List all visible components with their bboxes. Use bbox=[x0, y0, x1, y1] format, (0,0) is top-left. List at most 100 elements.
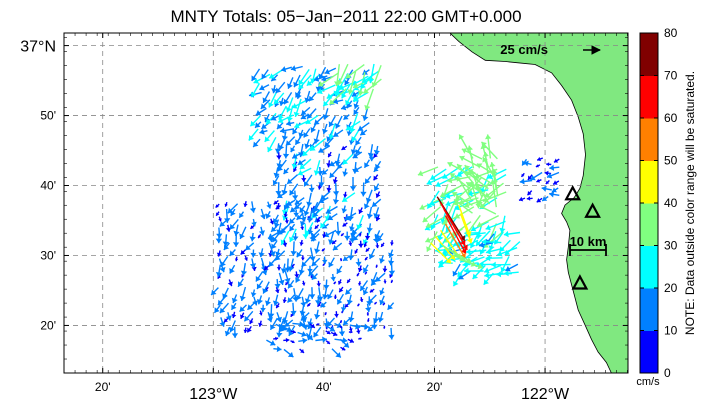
current-vector bbox=[249, 318, 254, 325]
vector-head bbox=[311, 274, 318, 280]
vector-head bbox=[445, 192, 451, 199]
vector-head bbox=[466, 182, 472, 188]
vector-head bbox=[259, 84, 265, 91]
vector-head bbox=[278, 279, 285, 285]
vector-head bbox=[303, 132, 309, 138]
vector-head bbox=[285, 106, 292, 113]
current-vector bbox=[311, 257, 321, 267]
vector-head bbox=[536, 198, 542, 203]
vector-head bbox=[266, 118, 272, 125]
vector-head bbox=[476, 163, 483, 169]
vector-head bbox=[258, 322, 263, 327]
current-vector bbox=[289, 228, 297, 243]
vector-head bbox=[373, 175, 378, 181]
current-vector bbox=[240, 312, 245, 320]
vector-head bbox=[336, 268, 342, 274]
current-vector bbox=[548, 191, 560, 198]
vector-head bbox=[368, 78, 375, 84]
current-vector bbox=[339, 325, 343, 329]
vector-head bbox=[264, 136, 270, 142]
vector-head bbox=[364, 203, 370, 209]
current-vector bbox=[342, 255, 350, 262]
vector-head bbox=[442, 219, 448, 226]
current-vector bbox=[549, 164, 560, 171]
current-vector bbox=[368, 63, 375, 84]
vector-head bbox=[347, 89, 354, 95]
current-vector bbox=[347, 71, 357, 95]
current-vector bbox=[327, 213, 338, 221]
vector-head bbox=[284, 277, 291, 284]
current-vector bbox=[328, 88, 347, 106]
current-vector bbox=[273, 199, 279, 205]
vector-head bbox=[299, 321, 304, 328]
current-vector bbox=[435, 236, 456, 261]
vector-head bbox=[329, 99, 335, 105]
vector-head bbox=[297, 159, 304, 165]
current-vector bbox=[233, 224, 240, 237]
vector-head bbox=[284, 220, 289, 224]
vector-head bbox=[299, 163, 306, 170]
current-vector bbox=[255, 271, 264, 282]
current-vector bbox=[377, 311, 384, 323]
current-vector bbox=[284, 319, 294, 328]
vector-head bbox=[456, 171, 463, 177]
vector-head bbox=[343, 319, 349, 326]
vector-head bbox=[316, 283, 321, 287]
current-vector bbox=[251, 218, 257, 227]
vector-head bbox=[485, 134, 492, 140]
vector-head bbox=[349, 140, 355, 145]
current-vector bbox=[347, 338, 355, 344]
current-vector bbox=[298, 69, 310, 86]
vector-head bbox=[328, 121, 335, 127]
vector-head bbox=[292, 103, 298, 109]
vector-head bbox=[322, 128, 328, 134]
current-vector bbox=[475, 203, 497, 215]
vector-head bbox=[250, 225, 254, 229]
current-vector bbox=[358, 207, 364, 215]
radar-site-triangle bbox=[564, 184, 582, 201]
vector-head bbox=[504, 249, 511, 256]
scale-bar-label: 10 km bbox=[570, 234, 607, 249]
current-vector bbox=[341, 192, 356, 203]
current-vector bbox=[237, 278, 244, 288]
vector-head bbox=[377, 317, 384, 323]
vector-head bbox=[260, 103, 267, 109]
current-vector bbox=[322, 287, 329, 300]
y-tick-label: 30' bbox=[40, 248, 56, 262]
current-vector bbox=[300, 113, 309, 120]
current-vector bbox=[316, 323, 320, 326]
vector-head bbox=[314, 75, 320, 82]
vector-head bbox=[353, 109, 359, 115]
vector-head bbox=[217, 299, 224, 306]
vector-head bbox=[273, 218, 279, 224]
vector-head bbox=[290, 251, 297, 256]
vector-head bbox=[296, 294, 302, 301]
current-vector bbox=[239, 304, 247, 313]
current-vector bbox=[362, 264, 369, 274]
current-vector bbox=[322, 231, 327, 238]
vector-head bbox=[249, 263, 257, 269]
current-vector bbox=[320, 301, 327, 308]
current-vector bbox=[417, 166, 439, 177]
vector-head bbox=[286, 120, 292, 127]
vector-head bbox=[481, 141, 487, 148]
colorbar-tick-labels: 0 10 20 30 40 50 60 70 80 bbox=[640, 26, 678, 380]
current-vector bbox=[278, 272, 285, 286]
vector-head bbox=[427, 203, 433, 209]
vector-head bbox=[298, 269, 305, 275]
vector-head bbox=[426, 246, 432, 252]
vector-head bbox=[360, 285, 366, 291]
current-vector bbox=[260, 304, 266, 313]
vector-head bbox=[464, 165, 471, 171]
current-vector bbox=[388, 327, 395, 340]
current-vector bbox=[375, 272, 386, 283]
current-vector bbox=[453, 198, 473, 214]
colorbar-tick-label: 10 bbox=[664, 324, 678, 338]
vector-head bbox=[215, 272, 223, 277]
vector-head bbox=[282, 299, 287, 303]
current-vector bbox=[273, 336, 279, 341]
vector-head bbox=[327, 153, 332, 158]
vector-head bbox=[301, 282, 306, 286]
vector-head bbox=[281, 209, 289, 215]
vector-head bbox=[239, 212, 244, 218]
